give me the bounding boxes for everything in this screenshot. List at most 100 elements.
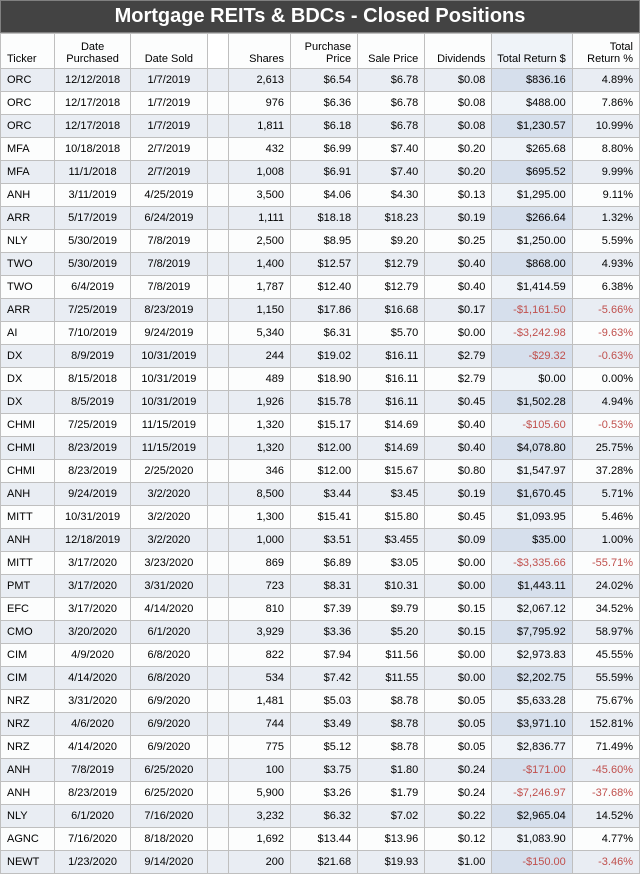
cell-total-return-p: 152.81% bbox=[572, 713, 639, 736]
cell-date-purchased: 8/5/2019 bbox=[54, 391, 130, 414]
cell-purchase-price: $15.41 bbox=[290, 506, 357, 529]
cell-date-purchased: 8/23/2019 bbox=[54, 437, 130, 460]
cell-spacer bbox=[207, 345, 228, 368]
cell-date-purchased: 7/25/2019 bbox=[54, 414, 130, 437]
cell-spacer bbox=[207, 552, 228, 575]
table-row: ORC12/12/20181/7/20192,613$6.54$6.78$0.0… bbox=[1, 69, 640, 92]
cell-sale-price: $11.55 bbox=[358, 667, 425, 690]
cell-ticker: CMO bbox=[1, 621, 55, 644]
cell-date-purchased: 9/24/2019 bbox=[54, 483, 130, 506]
cell-total-return-p: 0.00% bbox=[572, 368, 639, 391]
cell-date-sold: 3/2/2020 bbox=[131, 483, 207, 506]
cell-ticker: NEWT bbox=[1, 851, 55, 874]
cell-purchase-price: $19.02 bbox=[290, 345, 357, 368]
cell-dividends: $0.00 bbox=[425, 644, 492, 667]
cell-ticker: CIM bbox=[1, 644, 55, 667]
header-date-purchased: Date Purchased bbox=[54, 34, 130, 69]
cell-shares: 1,926 bbox=[228, 391, 290, 414]
cell-date-sold: 7/8/2019 bbox=[131, 253, 207, 276]
cell-total-return-p: 25.75% bbox=[572, 437, 639, 460]
cell-shares: 244 bbox=[228, 345, 290, 368]
cell-dividends: $2.79 bbox=[425, 368, 492, 391]
cell-purchase-price: $6.54 bbox=[290, 69, 357, 92]
cell-total-return-p: 9.99% bbox=[572, 161, 639, 184]
cell-ticker: ARR bbox=[1, 299, 55, 322]
cell-total-return-p: 71.49% bbox=[572, 736, 639, 759]
cell-shares: 744 bbox=[228, 713, 290, 736]
cell-total-return-d: $265.68 bbox=[492, 138, 572, 161]
cell-dividends: $0.00 bbox=[425, 575, 492, 598]
table-row: ANH3/11/20194/25/20193,500$4.06$4.30$0.1… bbox=[1, 184, 640, 207]
cell-purchase-price: $4.06 bbox=[290, 184, 357, 207]
cell-total-return-p: 5.71% bbox=[572, 483, 639, 506]
cell-dividends: $0.09 bbox=[425, 529, 492, 552]
cell-date-sold: 9/24/2019 bbox=[131, 322, 207, 345]
table-row: NEWT1/23/20209/14/2020200$21.68$19.93$1.… bbox=[1, 851, 640, 874]
cell-date-sold: 3/2/2020 bbox=[131, 529, 207, 552]
cell-total-return-d: $836.16 bbox=[492, 69, 572, 92]
cell-purchase-price: $12.40 bbox=[290, 276, 357, 299]
cell-total-return-p: 34.52% bbox=[572, 598, 639, 621]
cell-shares: 1,320 bbox=[228, 437, 290, 460]
table-row: CHMI7/25/201911/15/20191,320$15.17$14.69… bbox=[1, 414, 640, 437]
cell-total-return-d: $7,795.92 bbox=[492, 621, 572, 644]
header-date-sold: Date Sold bbox=[131, 34, 207, 69]
cell-date-purchased: 4/14/2020 bbox=[54, 736, 130, 759]
header-spacer bbox=[207, 34, 228, 69]
cell-total-return-p: -37.68% bbox=[572, 782, 639, 805]
cell-date-sold: 6/25/2020 bbox=[131, 759, 207, 782]
cell-sale-price: $4.30 bbox=[358, 184, 425, 207]
cell-date-purchased: 1/23/2020 bbox=[54, 851, 130, 874]
cell-spacer bbox=[207, 667, 228, 690]
cell-date-sold: 6/9/2020 bbox=[131, 736, 207, 759]
cell-sale-price: $14.69 bbox=[358, 414, 425, 437]
cell-purchase-price: $8.31 bbox=[290, 575, 357, 598]
cell-dividends: $0.80 bbox=[425, 460, 492, 483]
cell-shares: 200 bbox=[228, 851, 290, 874]
cell-dividends: $0.40 bbox=[425, 276, 492, 299]
table-body: ORC12/12/20181/7/20192,613$6.54$6.78$0.0… bbox=[1, 69, 640, 874]
cell-sale-price: $5.20 bbox=[358, 621, 425, 644]
table-row: DX8/5/201910/31/20191,926$15.78$16.11$0.… bbox=[1, 391, 640, 414]
cell-purchase-price: $7.94 bbox=[290, 644, 357, 667]
cell-total-return-d: -$150.00 bbox=[492, 851, 572, 874]
header-dividends: Dividends bbox=[425, 34, 492, 69]
cell-sale-price: $12.79 bbox=[358, 253, 425, 276]
cell-total-return-p: -5.66% bbox=[572, 299, 639, 322]
cell-ticker: CHMI bbox=[1, 414, 55, 437]
cell-spacer bbox=[207, 161, 228, 184]
table-row: CMO3/20/20206/1/20203,929$3.36$5.20$0.15… bbox=[1, 621, 640, 644]
cell-purchase-price: $6.36 bbox=[290, 92, 357, 115]
cell-total-return-d: $1,502.28 bbox=[492, 391, 572, 414]
cell-shares: 3,232 bbox=[228, 805, 290, 828]
cell-total-return-p: -0.63% bbox=[572, 345, 639, 368]
cell-date-purchased: 3/17/2020 bbox=[54, 552, 130, 575]
cell-shares: 5,340 bbox=[228, 322, 290, 345]
cell-sale-price: $16.11 bbox=[358, 391, 425, 414]
cell-spacer bbox=[207, 644, 228, 667]
cell-ticker: ORC bbox=[1, 115, 55, 138]
cell-spacer bbox=[207, 759, 228, 782]
cell-dividends: $0.40 bbox=[425, 414, 492, 437]
cell-date-sold: 3/23/2020 bbox=[131, 552, 207, 575]
cell-ticker: PMT bbox=[1, 575, 55, 598]
cell-ticker: ANH bbox=[1, 184, 55, 207]
cell-dividends: $0.20 bbox=[425, 138, 492, 161]
cell-date-sold: 7/8/2019 bbox=[131, 276, 207, 299]
cell-total-return-p: 75.67% bbox=[572, 690, 639, 713]
cell-dividends: $0.24 bbox=[425, 759, 492, 782]
cell-ticker: CHMI bbox=[1, 460, 55, 483]
table-row: MITT10/31/20193/2/20201,300$15.41$15.80$… bbox=[1, 506, 640, 529]
table-title: Mortgage REITs & BDCs - Closed Positions bbox=[0, 0, 640, 33]
cell-shares: 1,400 bbox=[228, 253, 290, 276]
cell-total-return-d: $4,078.80 bbox=[492, 437, 572, 460]
cell-sale-price: $7.40 bbox=[358, 161, 425, 184]
cell-ticker: MFA bbox=[1, 138, 55, 161]
table-row: ANH9/24/20193/2/20208,500$3.44$3.45$0.19… bbox=[1, 483, 640, 506]
cell-sale-price: $6.78 bbox=[358, 92, 425, 115]
cell-shares: 5,900 bbox=[228, 782, 290, 805]
cell-sale-price: $6.78 bbox=[358, 115, 425, 138]
cell-sale-price: $16.11 bbox=[358, 368, 425, 391]
cell-sale-price: $7.02 bbox=[358, 805, 425, 828]
cell-ticker: TWO bbox=[1, 253, 55, 276]
